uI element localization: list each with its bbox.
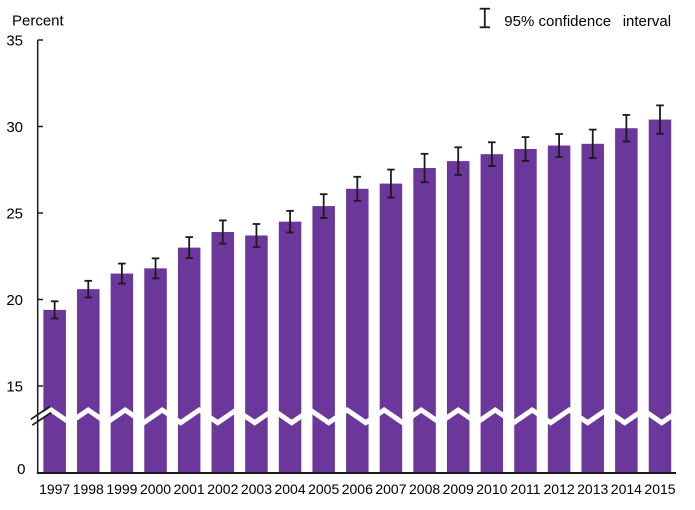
svg-text:2010: 2010 [476,481,507,497]
svg-text:2002: 2002 [207,481,238,497]
svg-text:2012: 2012 [544,481,575,497]
svg-text:1998: 1998 [73,481,104,497]
svg-text:2007: 2007 [375,481,406,497]
svg-text:2006: 2006 [342,481,373,497]
svg-text:1999: 1999 [106,481,137,497]
svg-text:2000: 2000 [140,481,171,497]
svg-text:30: 30 [6,119,23,136]
svg-text:2014: 2014 [611,481,642,497]
svg-text:35: 35 [6,32,23,49]
svg-text:Percent: Percent [12,12,65,29]
svg-text:2013: 2013 [577,481,608,497]
svg-text:2011: 2011 [510,481,540,497]
svg-text:2003: 2003 [241,481,272,497]
svg-text:25: 25 [6,205,23,222]
svg-text:2008: 2008 [409,481,440,497]
svg-text:2005: 2005 [308,481,339,497]
svg-text:0: 0 [17,461,25,478]
svg-text:2004: 2004 [274,481,305,497]
svg-text:15: 15 [6,378,23,395]
svg-text:95% confidence interval: 95% confidence interval [504,13,671,30]
svg-text:2015: 2015 [644,481,675,497]
svg-text:20: 20 [6,292,23,309]
svg-text:2001: 2001 [174,481,205,497]
svg-text:1997: 1997 [39,481,70,497]
svg-text:2009: 2009 [443,481,474,497]
